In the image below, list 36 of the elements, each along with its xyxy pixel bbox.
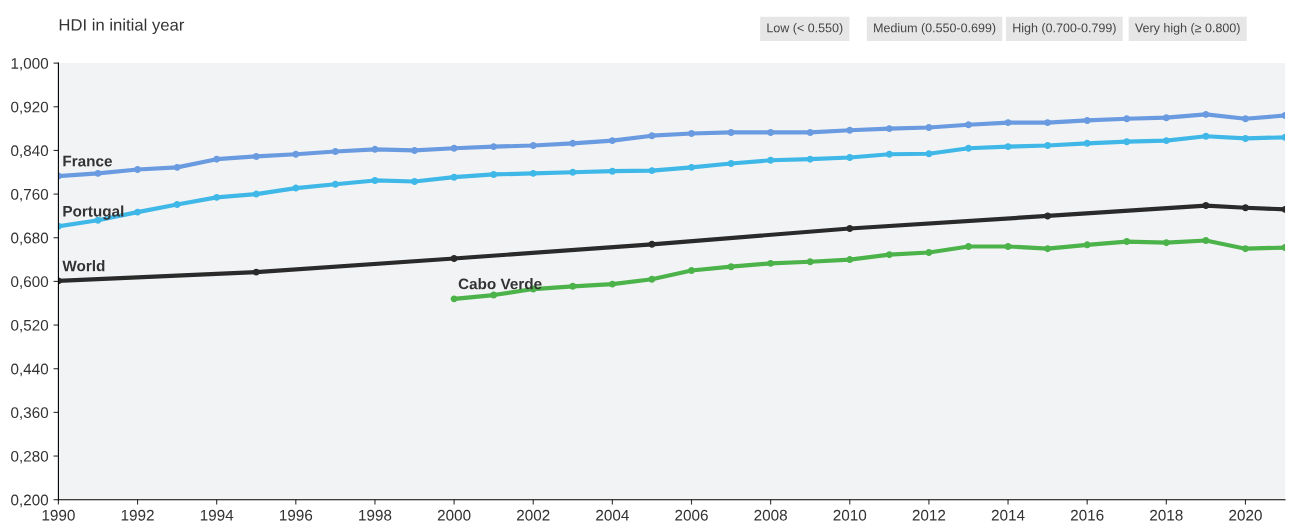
- x-tick-label: 1990: [42, 509, 75, 521]
- y-tick-label: 0,360: [11, 407, 49, 420]
- y-tick-label: 1,000: [11, 57, 49, 71]
- x-tick-label: 1998: [359, 509, 392, 521]
- x-tick-label: 2016: [1070, 509, 1104, 521]
- x-tick-label: 2014: [991, 509, 1025, 521]
- series-label: World: [62, 260, 105, 272]
- y-tick-label: 0,520: [11, 319, 49, 333]
- y-tick-label: 0,920: [11, 101, 49, 115]
- x-tick-label: 2000: [437, 509, 471, 521]
- x-tick-label: 1992: [121, 509, 154, 521]
- x-tick-label: 2018: [1150, 509, 1183, 521]
- y-tick-label: 0,440: [11, 363, 49, 377]
- y-tick-label: 0,200: [11, 494, 49, 508]
- x-tick-label: 2020: [1229, 509, 1262, 521]
- x-tick-label: 2006: [675, 509, 708, 521]
- y-tick-label: 0,600: [11, 276, 49, 289]
- y-tick-label: 0,760: [11, 188, 49, 202]
- y-tick-label: 0,840: [11, 145, 49, 158]
- text: Low (< 0.550): [767, 23, 843, 35]
- x-tick-label: 1994: [200, 509, 234, 521]
- chart-title: HDI in initial year: [59, 18, 185, 35]
- y-tick-label: 0,280: [11, 450, 49, 464]
- text: Very high (≥ 0.800): [1134, 23, 1240, 35]
- series-label: Cabo Verde: [458, 278, 542, 290]
- text: High (0.700-0.799): [1013, 23, 1116, 35]
- x-tick-label: 2002: [517, 509, 550, 521]
- series-label: France: [63, 155, 112, 167]
- x-tick-label: 2004: [596, 509, 629, 521]
- x-tick-label: 2012: [912, 509, 946, 521]
- series-label: Portugal: [63, 205, 124, 220]
- x-tick-label: 2008: [754, 509, 787, 521]
- text: Medium (0.550-0.699): [874, 23, 996, 35]
- x-tick-label: 1996: [279, 509, 313, 521]
- y-tick-label: 0,680: [11, 232, 49, 246]
- x-tick-label: 2010: [833, 509, 867, 521]
